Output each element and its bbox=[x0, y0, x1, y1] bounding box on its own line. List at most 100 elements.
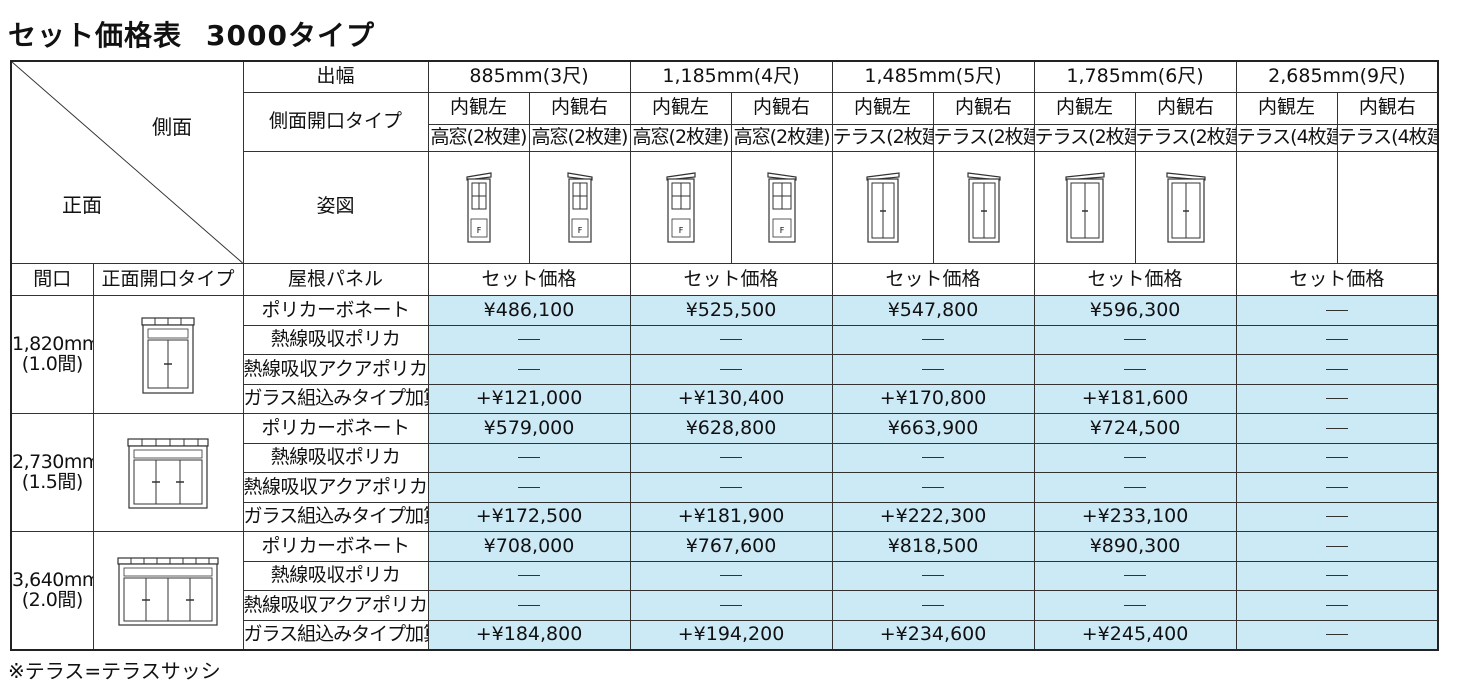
figure-mark: F bbox=[678, 226, 683, 235]
front-label: 正面 bbox=[62, 193, 102, 217]
frontage-size: 3,640mm bbox=[12, 568, 93, 591]
width-header-4: 2,685mm(9尺) bbox=[1235, 60, 1439, 94]
open-type: 高窓(2枚建) bbox=[730, 123, 833, 153]
price-table: 側面 正面 出幅 885mm(3尺) 1,185mm(4尺) 1,485mm(5… bbox=[10, 60, 1440, 651]
open-type: 高窓(2枚建) bbox=[427, 123, 530, 153]
price-cell: +¥194,200 bbox=[629, 619, 833, 651]
front-open-type-label: 正面開口タイプ bbox=[92, 262, 244, 297]
side-view-tall-window-icon: F bbox=[465, 172, 492, 244]
price-cell: ¥818,500 bbox=[831, 531, 1035, 562]
dash-mark bbox=[518, 339, 540, 341]
price-na-cell bbox=[1235, 501, 1439, 533]
figure-mark: F bbox=[577, 226, 582, 235]
corner-header-cell: 側面 正面 bbox=[10, 60, 244, 264]
set-price-label: セット価格 bbox=[427, 262, 631, 297]
dash-mark bbox=[1325, 339, 1348, 341]
dash-mark bbox=[922, 575, 945, 577]
roof-panel-row-label: ガラス組込みタイプ加算額 bbox=[242, 619, 429, 651]
set-price-label: セット価格 bbox=[1235, 262, 1439, 297]
frontage-ken: (1.0間) bbox=[21, 352, 84, 375]
dash-mark bbox=[1325, 398, 1348, 400]
price-cell: ¥663,900 bbox=[831, 413, 1035, 444]
price-cell: ¥708,000 bbox=[427, 531, 631, 562]
price-na-cell bbox=[1235, 383, 1439, 415]
dash-mark bbox=[1124, 368, 1147, 370]
dash-mark bbox=[1325, 486, 1348, 488]
dash-mark bbox=[1325, 457, 1348, 459]
price-na-cell bbox=[629, 354, 833, 385]
set-price-label: セット価格 bbox=[629, 262, 833, 297]
dash-mark bbox=[1325, 427, 1348, 429]
dash-mark bbox=[1325, 309, 1348, 311]
side-label: 側面 bbox=[152, 115, 192, 139]
side-figure bbox=[932, 151, 1035, 264]
front-figure bbox=[92, 413, 244, 533]
dash-mark bbox=[1124, 486, 1147, 488]
set-price-label: セット価格 bbox=[1033, 262, 1237, 297]
dash-mark bbox=[518, 575, 540, 577]
dash-mark bbox=[922, 339, 945, 341]
frontage-size-cell: 3,640mm (2.0間) bbox=[10, 531, 94, 651]
page-subtitle: 3000タイプ bbox=[206, 19, 375, 52]
side-figure: F bbox=[528, 151, 631, 264]
open-type: 高窓(2枚建) bbox=[629, 123, 732, 153]
frontage-size: 2,730mm bbox=[12, 451, 93, 474]
price-na-cell bbox=[427, 590, 631, 621]
roof-panel-row-label: ガラス組込みタイプ加算額 bbox=[242, 501, 429, 533]
side-figure-empty bbox=[1336, 151, 1439, 264]
price-na-cell bbox=[831, 354, 1035, 385]
dash-mark bbox=[1124, 339, 1147, 341]
figure-mark: F bbox=[779, 226, 784, 235]
price-na-cell bbox=[831, 472, 1035, 503]
dash-mark bbox=[922, 457, 945, 459]
price-na-cell bbox=[427, 560, 631, 592]
footnote: ※テラス=テラスサッシ bbox=[8, 659, 221, 683]
price-na-cell bbox=[831, 324, 1035, 356]
price-cell: +¥181,600 bbox=[1033, 383, 1237, 415]
price-cell: ¥525,500 bbox=[629, 295, 833, 326]
dash-mark bbox=[518, 368, 540, 370]
price-cell: +¥181,900 bbox=[629, 501, 833, 533]
view-right: 内観右 bbox=[1336, 92, 1439, 125]
open-type: 高窓(2枚建) bbox=[528, 123, 631, 153]
price-na-cell bbox=[427, 472, 631, 503]
price-na-cell bbox=[427, 324, 631, 356]
side-figure: F bbox=[427, 151, 530, 264]
side-view-tall-window-icon: F bbox=[665, 172, 696, 244]
view-left: 内観左 bbox=[1033, 92, 1136, 125]
price-na-cell bbox=[1033, 442, 1237, 474]
price-na-cell bbox=[1235, 590, 1439, 621]
price-cell: ¥767,600 bbox=[629, 531, 833, 562]
dash-mark bbox=[720, 457, 743, 459]
dash-mark bbox=[1325, 368, 1348, 370]
dash-mark bbox=[720, 339, 743, 341]
dash-mark bbox=[518, 457, 540, 459]
price-na-cell bbox=[831, 590, 1035, 621]
price-na-cell bbox=[629, 472, 833, 503]
price-na-cell bbox=[629, 590, 833, 621]
frontage-size-cell: 2,730mm (1.5間) bbox=[10, 413, 94, 533]
price-cell: +¥184,800 bbox=[427, 619, 631, 651]
price-na-cell bbox=[629, 324, 833, 356]
price-na-cell bbox=[629, 560, 833, 592]
view-left: 内観左 bbox=[427, 92, 530, 125]
price-na-cell bbox=[427, 442, 631, 474]
width-header-3: 1,785mm(6尺) bbox=[1033, 60, 1237, 94]
front-view-2-door-icon bbox=[141, 317, 195, 394]
price-cell: +¥121,000 bbox=[427, 383, 631, 415]
view-right: 内観右 bbox=[730, 92, 833, 125]
price-cell: ¥724,500 bbox=[1033, 413, 1237, 444]
price-na-cell bbox=[1235, 354, 1439, 385]
front-figure bbox=[92, 531, 244, 651]
roof-panel-row-label: ポリカーボネート bbox=[242, 295, 429, 326]
side-figure: F bbox=[730, 151, 833, 264]
price-na-cell bbox=[629, 442, 833, 474]
price-na-cell bbox=[1235, 472, 1439, 503]
price-cell: +¥222,300 bbox=[831, 501, 1035, 533]
price-cell: +¥170,800 bbox=[831, 383, 1035, 415]
side-open-type-label: 側面開口タイプ bbox=[242, 92, 429, 153]
dash-mark bbox=[720, 575, 743, 577]
width-header-2: 1,485mm(5尺) bbox=[831, 60, 1035, 94]
roof-panel-row-label: 熱線吸収アクアポリカ bbox=[242, 354, 429, 385]
dash-mark bbox=[1325, 604, 1348, 606]
